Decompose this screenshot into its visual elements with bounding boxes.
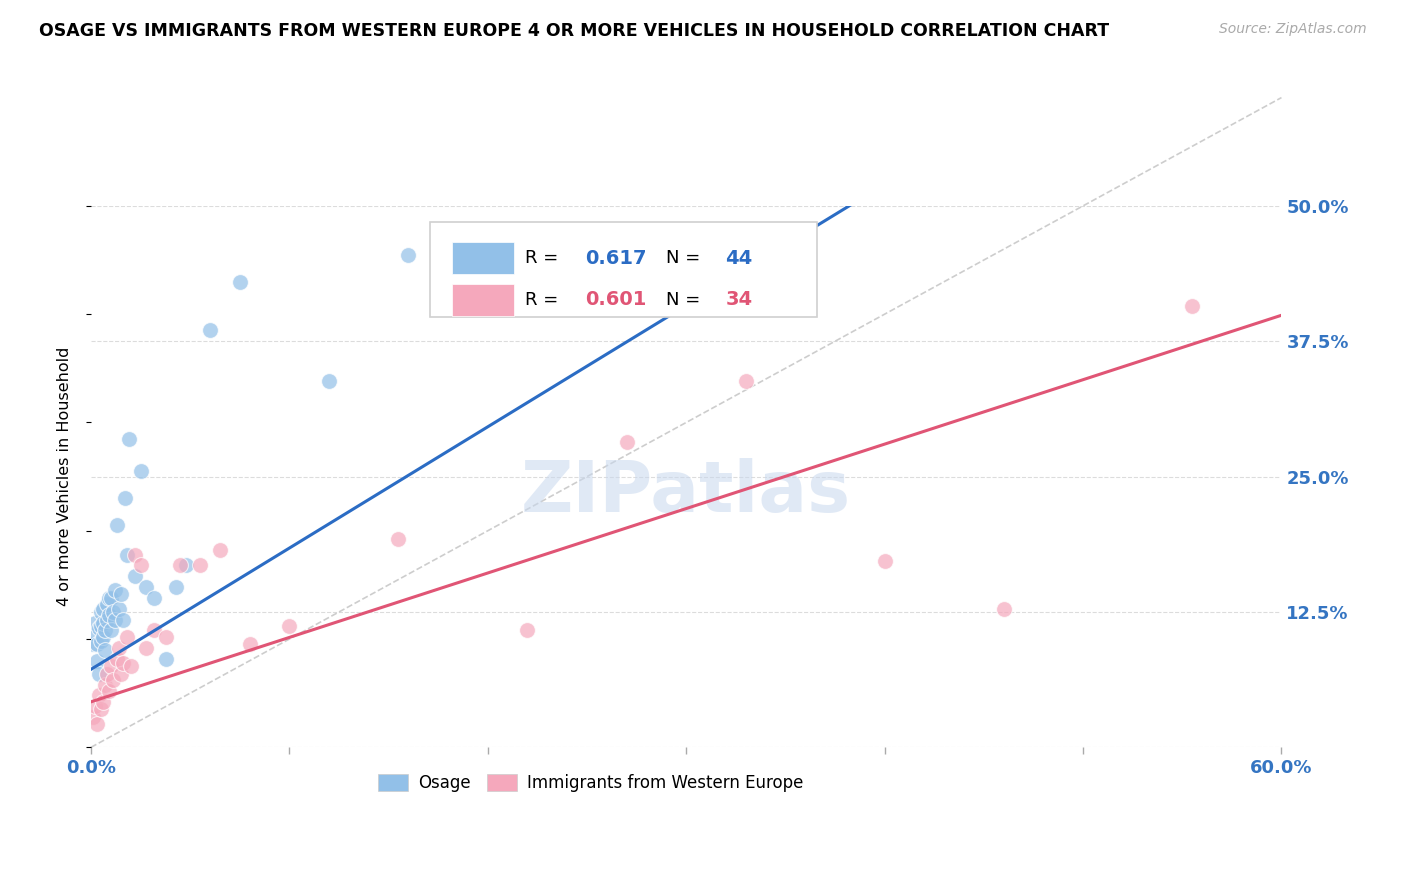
Point	[117, 432, 139, 446]
Point	[94, 677, 117, 691]
Point	[94, 624, 117, 638]
Point	[107, 640, 129, 655]
Point	[90, 702, 112, 716]
Point	[115, 630, 138, 644]
Point	[94, 643, 117, 657]
Point	[155, 630, 177, 644]
Y-axis label: 4 or more Vehicles in Household: 4 or more Vehicles in Household	[58, 347, 72, 607]
Point	[86, 637, 108, 651]
Point	[111, 656, 134, 670]
Point	[86, 716, 108, 731]
Point	[396, 247, 419, 261]
Point	[100, 659, 122, 673]
Text: 0.601: 0.601	[585, 290, 647, 310]
Point	[714, 234, 737, 248]
Point	[188, 558, 211, 573]
Point	[82, 710, 104, 724]
Point	[516, 624, 538, 638]
Point	[91, 615, 114, 630]
Point	[107, 601, 129, 615]
Point	[575, 277, 598, 291]
Point	[91, 695, 114, 709]
FancyBboxPatch shape	[451, 285, 513, 316]
Point	[318, 374, 340, 388]
Point	[90, 619, 112, 633]
Point	[1181, 299, 1204, 313]
Point	[114, 491, 136, 506]
Point	[83, 626, 105, 640]
Point	[124, 569, 146, 583]
Text: Source: ZipAtlas.com: Source: ZipAtlas.com	[1219, 22, 1367, 37]
Point	[87, 621, 110, 635]
Point	[105, 518, 128, 533]
Point	[278, 619, 301, 633]
Point	[110, 666, 132, 681]
Point	[97, 684, 120, 698]
Point	[87, 666, 110, 681]
Point	[82, 637, 104, 651]
Point	[86, 654, 108, 668]
Point	[135, 580, 157, 594]
Point	[198, 323, 221, 337]
Point	[83, 699, 105, 714]
Point	[169, 558, 191, 573]
Point	[105, 651, 128, 665]
Point	[83, 615, 105, 630]
Point	[120, 659, 142, 673]
Point	[124, 548, 146, 562]
Point	[90, 634, 112, 648]
Point	[104, 613, 127, 627]
Point	[104, 583, 127, 598]
Text: 34: 34	[725, 290, 752, 310]
Point	[96, 613, 118, 627]
Point	[96, 598, 118, 612]
Point	[100, 624, 122, 638]
Point	[239, 637, 262, 651]
Point	[129, 558, 152, 573]
Point	[90, 605, 112, 619]
Text: ZIPatlas: ZIPatlas	[522, 458, 851, 527]
Point	[111, 613, 134, 627]
FancyBboxPatch shape	[451, 243, 513, 274]
Point	[143, 591, 166, 605]
FancyBboxPatch shape	[430, 222, 817, 317]
Point	[129, 464, 152, 478]
Point	[616, 434, 638, 449]
Legend: Osage, Immigrants from Western Europe: Osage, Immigrants from Western Europe	[371, 767, 810, 798]
Point	[91, 601, 114, 615]
Point	[115, 548, 138, 562]
Point	[96, 666, 118, 681]
Point	[208, 543, 231, 558]
Point	[387, 533, 409, 547]
Point	[174, 558, 197, 573]
Text: 44: 44	[725, 249, 752, 268]
Point	[87, 689, 110, 703]
Point	[97, 591, 120, 605]
Point	[110, 586, 132, 600]
Text: OSAGE VS IMMIGRANTS FROM WESTERN EUROPE 4 OR MORE VEHICLES IN HOUSEHOLD CORRELAT: OSAGE VS IMMIGRANTS FROM WESTERN EUROPE …	[39, 22, 1109, 40]
Point	[734, 374, 756, 388]
Point	[143, 624, 166, 638]
Text: R =: R =	[526, 291, 564, 309]
Point	[165, 580, 187, 594]
Point	[873, 554, 896, 568]
Point	[101, 673, 124, 688]
Text: N =: N =	[666, 291, 706, 309]
Text: N =: N =	[666, 249, 706, 267]
Point	[97, 608, 120, 623]
Point	[101, 605, 124, 619]
Point	[91, 630, 114, 644]
Point	[100, 591, 122, 605]
Point	[229, 275, 252, 289]
Text: 0.617: 0.617	[585, 249, 647, 268]
Point	[993, 601, 1015, 615]
Text: R =: R =	[526, 249, 564, 267]
Point	[135, 640, 157, 655]
Point	[155, 651, 177, 665]
